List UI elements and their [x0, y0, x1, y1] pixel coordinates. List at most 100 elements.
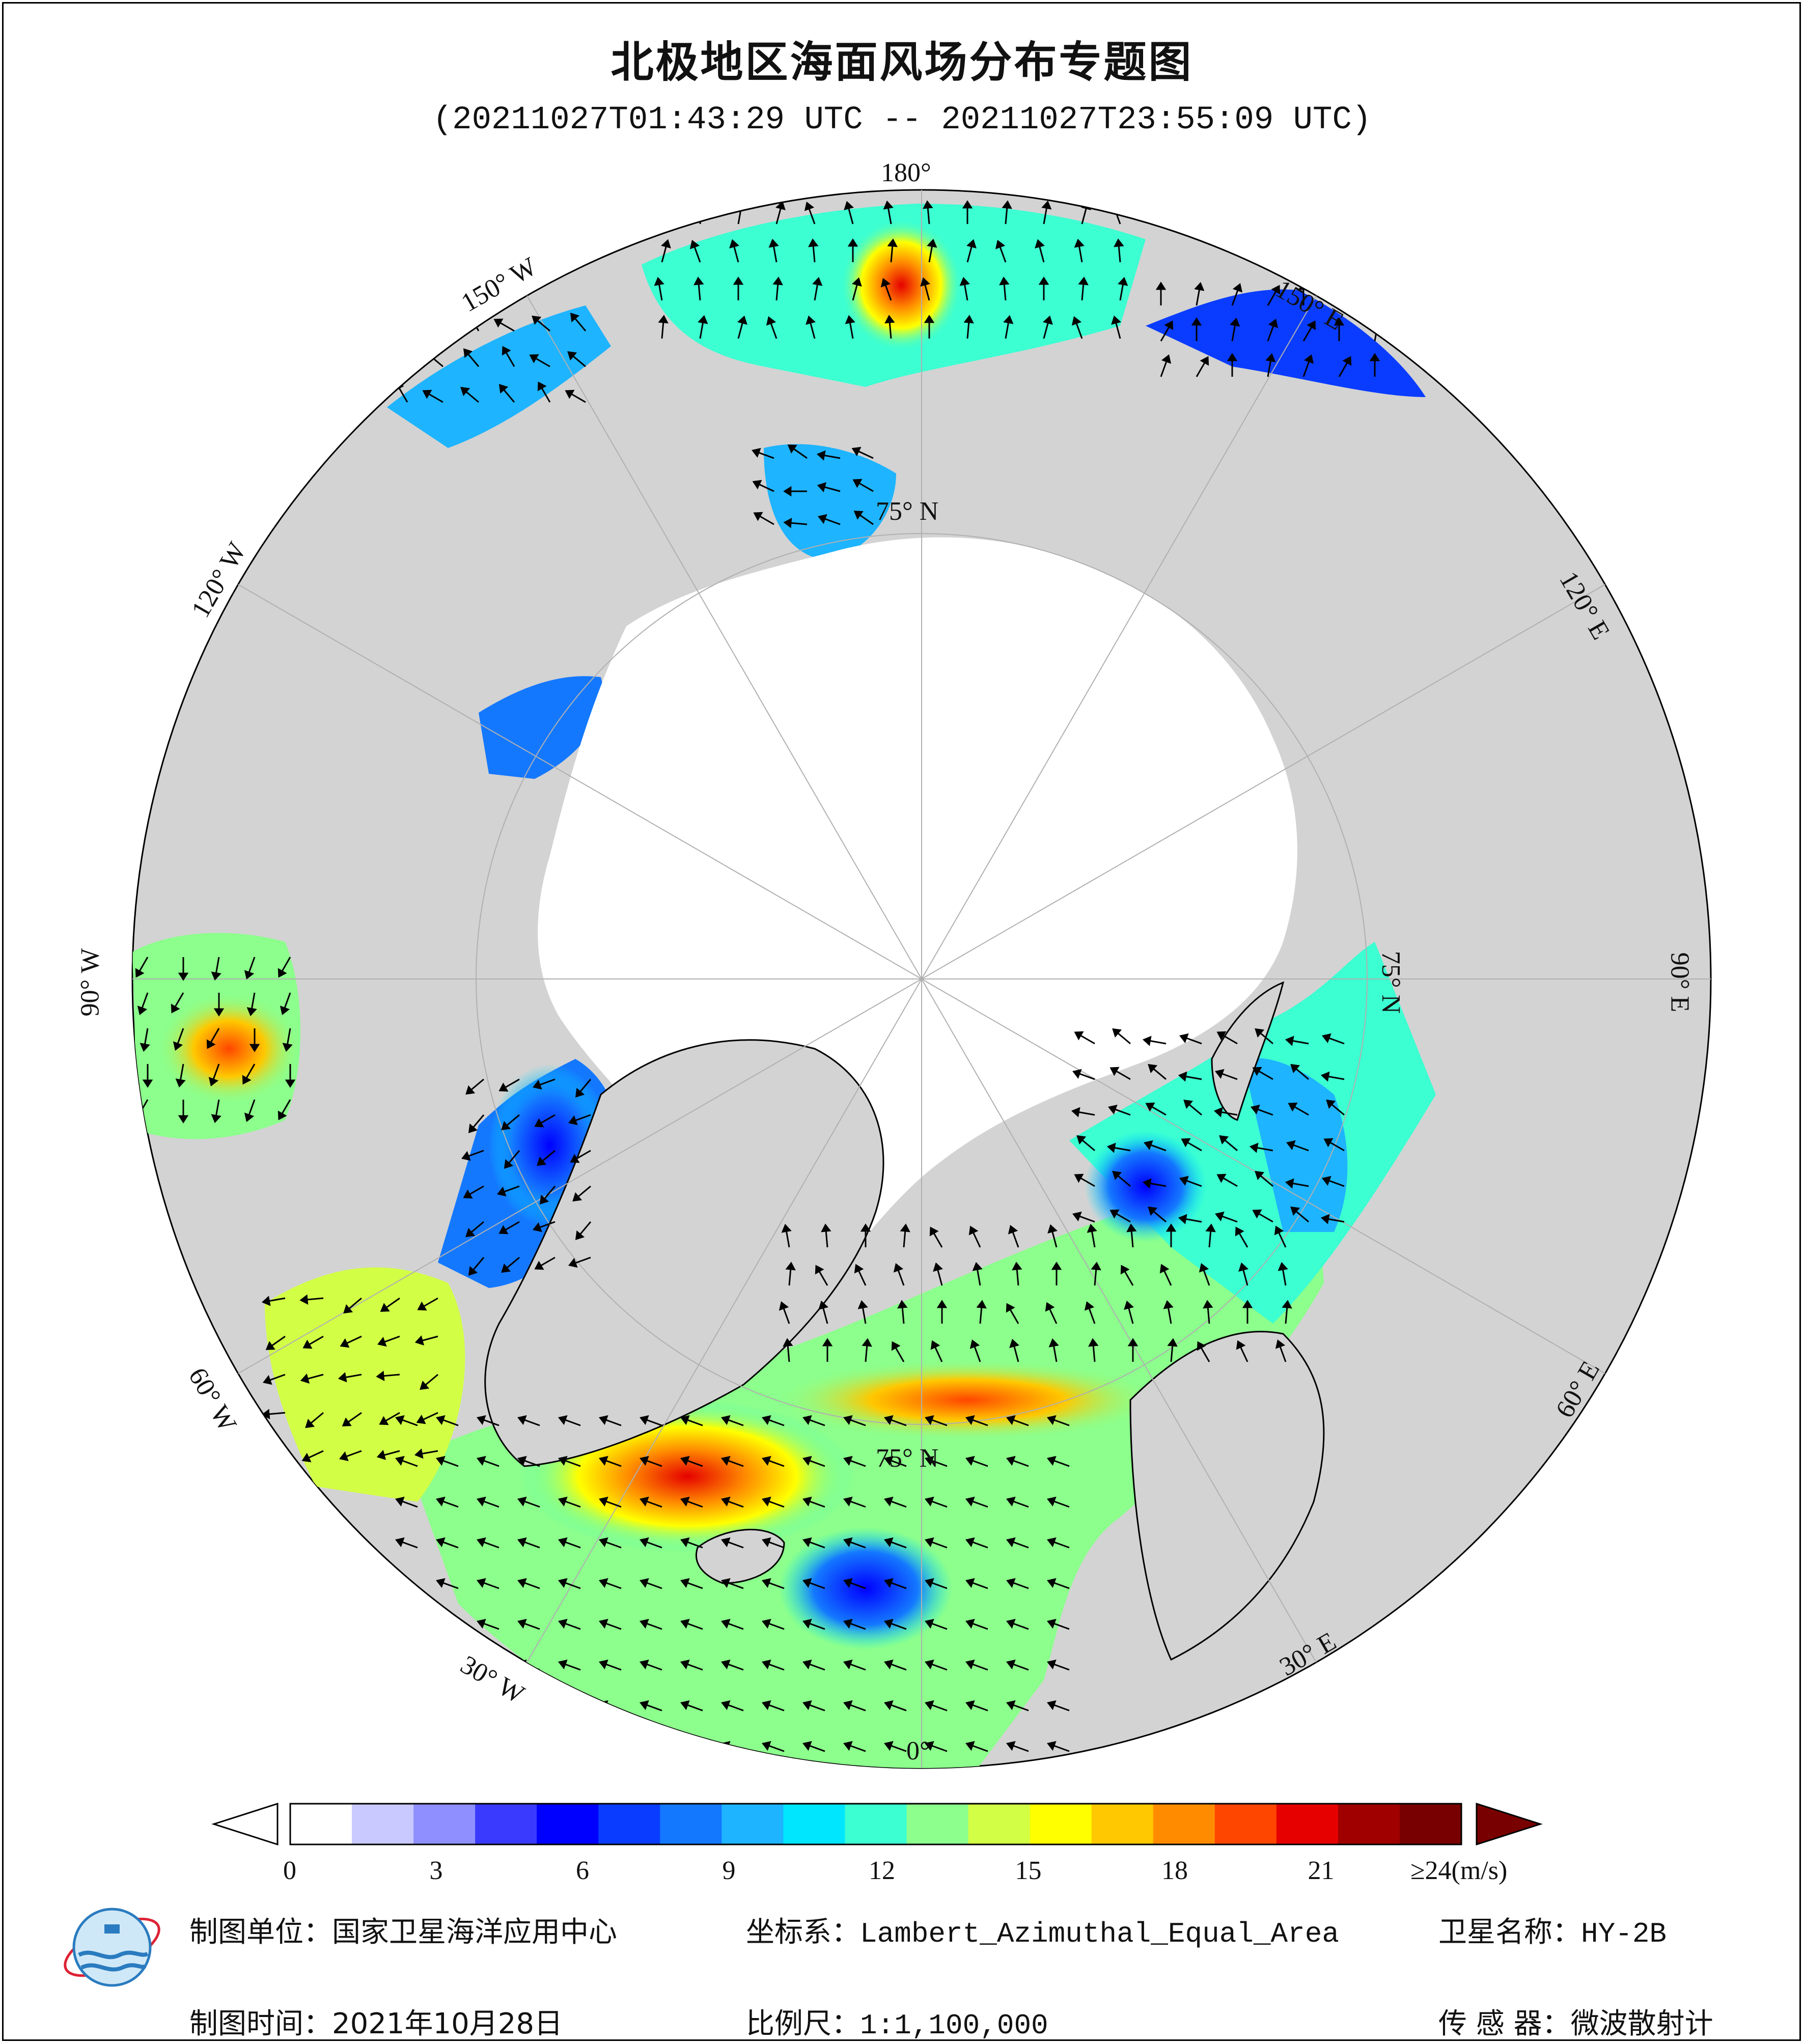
wind-arrow-head: [920, 277, 930, 287]
wind-arrow-head: [721, 1496, 731, 1507]
wind-arrow-head: [1249, 1142, 1259, 1153]
gulf-of-alaska-wind-field: [387, 305, 611, 448]
wind-arrow-head: [395, 1496, 405, 1507]
wind-arrow-head: [477, 1496, 486, 1507]
wind-arrow-head: [802, 1618, 812, 1629]
wind-arrow-head: [762, 1415, 771, 1425]
wind-arrow-head: [1047, 1537, 1057, 1548]
lon-label-90w: 90° W: [75, 948, 105, 1017]
wind-arrow-head: [1148, 1063, 1158, 1074]
bering-strait-wind-field: [764, 444, 896, 560]
meridian-line: [526, 978, 922, 1663]
wind-arrow-head: [477, 1700, 486, 1711]
wind-arrow-head: [721, 1700, 731, 1711]
wind-arrow-head: [395, 1537, 405, 1548]
wind-arrow-head: [696, 200, 707, 209]
wind-arrow-head: [436, 1537, 446, 1548]
wind-arrow-head: [425, 351, 435, 361]
wind-arrow-head: [1290, 1063, 1300, 1074]
wind-arrow-head: [533, 1079, 542, 1090]
wind-arrow-head: [884, 1578, 894, 1588]
wind-arrow-head: [762, 1578, 771, 1588]
wind-arrow-head: [1282, 1300, 1292, 1309]
colorbar-tick-label: 3: [429, 1856, 443, 1885]
wind-arrow-head: [1109, 1067, 1120, 1076]
mapping-unit: 制图单位：国家卫星海洋应用中心: [189, 1909, 617, 1950]
wind-arrow-head: [568, 1257, 578, 1268]
wind-arrow: [641, 1743, 662, 1752]
wind-arrow-head: [1074, 1031, 1084, 1041]
wind-arrow-head: [498, 384, 509, 394]
wind-arrow-head: [1142, 1035, 1152, 1046]
wind-arrow-head: [999, 276, 1010, 286]
wind-arrow-head: [857, 1300, 868, 1309]
wind-arrow-head: [640, 1415, 649, 1425]
wind-arrow-head: [808, 238, 819, 247]
wind-arrow-head: [477, 1578, 486, 1588]
colorbar-cell: [1030, 1804, 1092, 1844]
wind-arrow-head: [558, 1659, 568, 1670]
wind-arrow-head: [1048, 1338, 1059, 1348]
wind-arrow-head: [1041, 200, 1052, 210]
sensor-value: 微波散射计: [1570, 2007, 1713, 2040]
wind-arrow-head: [1199, 1263, 1209, 1273]
wind-arrow-head: [680, 1659, 690, 1670]
wind-arrow-head: [925, 1537, 934, 1548]
wind-arrow-head: [436, 1455, 446, 1466]
wind-arrow-head: [539, 1194, 549, 1205]
wind-arrow-head: [178, 972, 189, 981]
wind-arrow-head: [965, 1455, 975, 1466]
wind-arrow-head: [570, 1154, 580, 1163]
wind-arrow-head: [568, 1115, 578, 1126]
novaya-zemlya-landmass: [1211, 981, 1285, 1121]
wind-arrow-head: [1275, 1339, 1286, 1349]
wind-arrow-head: [436, 1700, 446, 1711]
wind-arrow-head: [342, 1417, 352, 1426]
wind-arrow-head: [1124, 1300, 1134, 1310]
wind-arrow-head: [211, 1114, 221, 1124]
wind-arrow-head: [1191, 317, 1202, 326]
wind-arrow-head: [1242, 1300, 1253, 1308]
wind-arrow-head: [1369, 353, 1380, 361]
mapping-date-label: 制图时间：: [189, 2007, 332, 2040]
wind-arrow-head: [175, 1078, 186, 1088]
wind-arrow-head: [537, 1156, 547, 1166]
colorbar-cell: [1338, 1804, 1400, 1844]
wind-arrow-head: [927, 238, 937, 248]
wind-arrow-head: [305, 1418, 315, 1429]
colorbar-tick-label: ≥24(m/s): [1410, 1856, 1508, 1885]
wind-arrow-head: [265, 1341, 275, 1350]
lat-label-top: 75° N: [876, 497, 939, 526]
meridian-line: [238, 584, 922, 979]
wind-arrow-head: [884, 1741, 894, 1751]
wind-arrow: [1374, 284, 1383, 306]
wind-arrow-head: [572, 1192, 582, 1202]
wind-arrow-head: [762, 1455, 771, 1466]
wind-arrow-head: [468, 1266, 478, 1276]
colorbar-cell: [783, 1804, 846, 1844]
wind-arrow-head: [680, 1455, 690, 1466]
wind-arrow-head: [1274, 1225, 1284, 1236]
wind-arrow-head: [843, 1741, 853, 1751]
wind-arrow-head: [812, 276, 823, 286]
wind-arrow-head: [285, 1079, 296, 1088]
wind-arrow-head: [1003, 315, 1014, 324]
wind-arrow-head: [1307, 320, 1316, 330]
wind-arrow-head: [1236, 1340, 1246, 1350]
colorbar-cell: [352, 1804, 414, 1844]
satellite-name-value: HY-2B: [1581, 1918, 1667, 1950]
wind-arrow-head: [884, 1537, 894, 1548]
colorbar-tick-label: 12: [869, 1856, 895, 1885]
wind-arrow-head: [1215, 1069, 1225, 1079]
wind-arrow-head: [463, 348, 473, 358]
colorbar-cell: [1276, 1804, 1339, 1844]
wind-arrow-head: [925, 1415, 934, 1425]
wind-arrow-head: [802, 1741, 812, 1751]
wind-arrow-head: [1118, 276, 1128, 286]
wind-arrow-head: [517, 1618, 527, 1629]
wind-arrow-head: [1006, 1415, 1016, 1425]
wind-arrow-head: [1288, 1102, 1298, 1112]
wind-arrow-head: [1074, 1173, 1084, 1183]
mapping-unit-value: 国家卫星海洋应用中心: [332, 1916, 617, 1949]
